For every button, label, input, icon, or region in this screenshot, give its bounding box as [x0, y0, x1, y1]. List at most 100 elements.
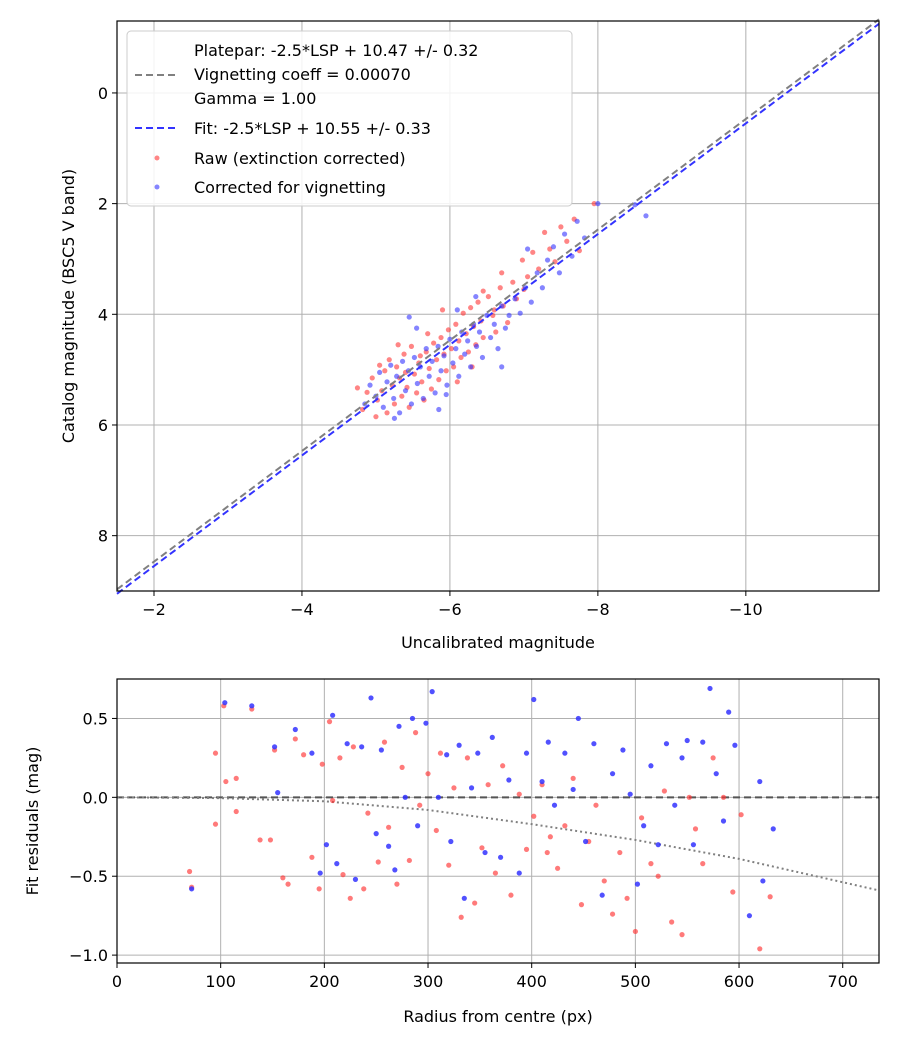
raw-point [433, 357, 440, 363]
top-axes-frame [116, 20, 880, 592]
corrected-point [397, 410, 403, 416]
raw-point [479, 845, 485, 851]
raw-point [186, 868, 193, 875]
corrected-point [465, 338, 471, 344]
corrected-point [292, 726, 298, 733]
x-tick-label: 300 [413, 972, 444, 991]
corrected-point [473, 293, 479, 300]
platepar-line [116, 18, 880, 591]
corrected-point [456, 742, 462, 748]
raw-point [280, 875, 286, 881]
raw-point [523, 846, 530, 853]
corrected-point [497, 854, 504, 860]
raw-point [454, 379, 460, 385]
raw-point [330, 797, 336, 804]
x-tick-label: 200 [309, 972, 340, 991]
raw-point [655, 873, 661, 879]
raw-point [609, 911, 616, 917]
corrected-point [447, 336, 453, 342]
corrected-point [367, 382, 373, 388]
corrected-point [641, 823, 647, 829]
raw-point [445, 327, 452, 333]
raw-point [458, 914, 464, 920]
corrected-point [760, 878, 766, 884]
corrected-point [551, 802, 558, 808]
raw-point [508, 892, 514, 898]
corrected-point [634, 881, 641, 887]
corrected-point [609, 771, 616, 777]
raw-point [301, 752, 307, 758]
raw-point [394, 364, 400, 370]
raw-point [399, 393, 405, 399]
top-y-axis-label: Catalog magnitude (BSC5 V band) [59, 169, 78, 443]
raw-point [384, 410, 390, 416]
corrected-point [506, 312, 512, 319]
corrected-point [359, 744, 365, 750]
corrected-point [402, 794, 408, 800]
raw-point [257, 837, 263, 843]
raw-point [233, 775, 239, 782]
raw-point [516, 791, 522, 797]
corrected-point [444, 382, 450, 388]
corrected-point [627, 791, 633, 797]
corrected-point [392, 867, 398, 873]
raw-point [480, 288, 486, 294]
corrected-point [491, 321, 497, 327]
raw-point [464, 755, 471, 761]
raw-point [519, 257, 526, 263]
x-tick-label: 500 [620, 972, 651, 991]
top-x-ticks: −2 −4 −6 −8 −10 [142, 591, 763, 619]
raw-point [382, 368, 388, 374]
raw-point [395, 342, 401, 348]
corrected-point [420, 395, 426, 402]
corrected-point [690, 842, 697, 848]
raw-point [436, 377, 442, 383]
x-tick-label: 0 [112, 972, 122, 991]
corrected-point [189, 886, 195, 892]
legend-box [126, 30, 573, 207]
raw-point [720, 794, 727, 800]
raw-point [316, 886, 322, 892]
raw-point [426, 365, 432, 372]
raw-point [233, 808, 239, 815]
raw-point [497, 285, 503, 291]
top-x-axis-label: Uncalibrated magnitude [401, 633, 595, 652]
corrected-point [544, 257, 551, 263]
raw-point [480, 334, 486, 341]
raw-point [730, 889, 736, 895]
corrected-point [495, 346, 501, 352]
legend-fit-label: Fit: -2.5*LSP + 10.55 +/- 0.33 [194, 119, 431, 138]
raw-point [337, 755, 343, 761]
bottom-x-ticks: 0 100 200 300 400 500 600 700 [112, 963, 858, 991]
raw-point [542, 229, 548, 235]
corrected-point [399, 358, 406, 364]
raw-point [710, 755, 716, 761]
raw-point [414, 390, 420, 396]
corrected-point [770, 826, 776, 832]
raw-point [381, 739, 388, 745]
raw-point [564, 238, 570, 244]
corrected-point [550, 244, 557, 250]
corrected-point [406, 314, 412, 320]
corrected-point [556, 270, 563, 276]
corrected-point [435, 794, 441, 800]
legend-corrected-label: Corrected for vignetting [194, 178, 386, 197]
raw-point [531, 813, 537, 819]
corrected-point [655, 842, 661, 848]
raw-point [417, 353, 423, 359]
x-tick-label: −10 [729, 600, 763, 619]
raw-point [412, 730, 419, 736]
raw-point [510, 279, 516, 285]
raw-point [439, 307, 446, 313]
bottom-grid [116, 679, 879, 963]
raw-point [373, 414, 379, 420]
raw-point [499, 270, 505, 276]
corrected-point [595, 201, 601, 207]
corrected-point [643, 213, 649, 219]
corrected-point [506, 777, 512, 783]
raw-point [451, 785, 457, 791]
corrected-point [378, 747, 384, 753]
raw-point [738, 812, 744, 818]
raw-point [686, 794, 692, 800]
legend-vignetting-label: Vignetting coeff = 0.00070 [194, 65, 411, 84]
